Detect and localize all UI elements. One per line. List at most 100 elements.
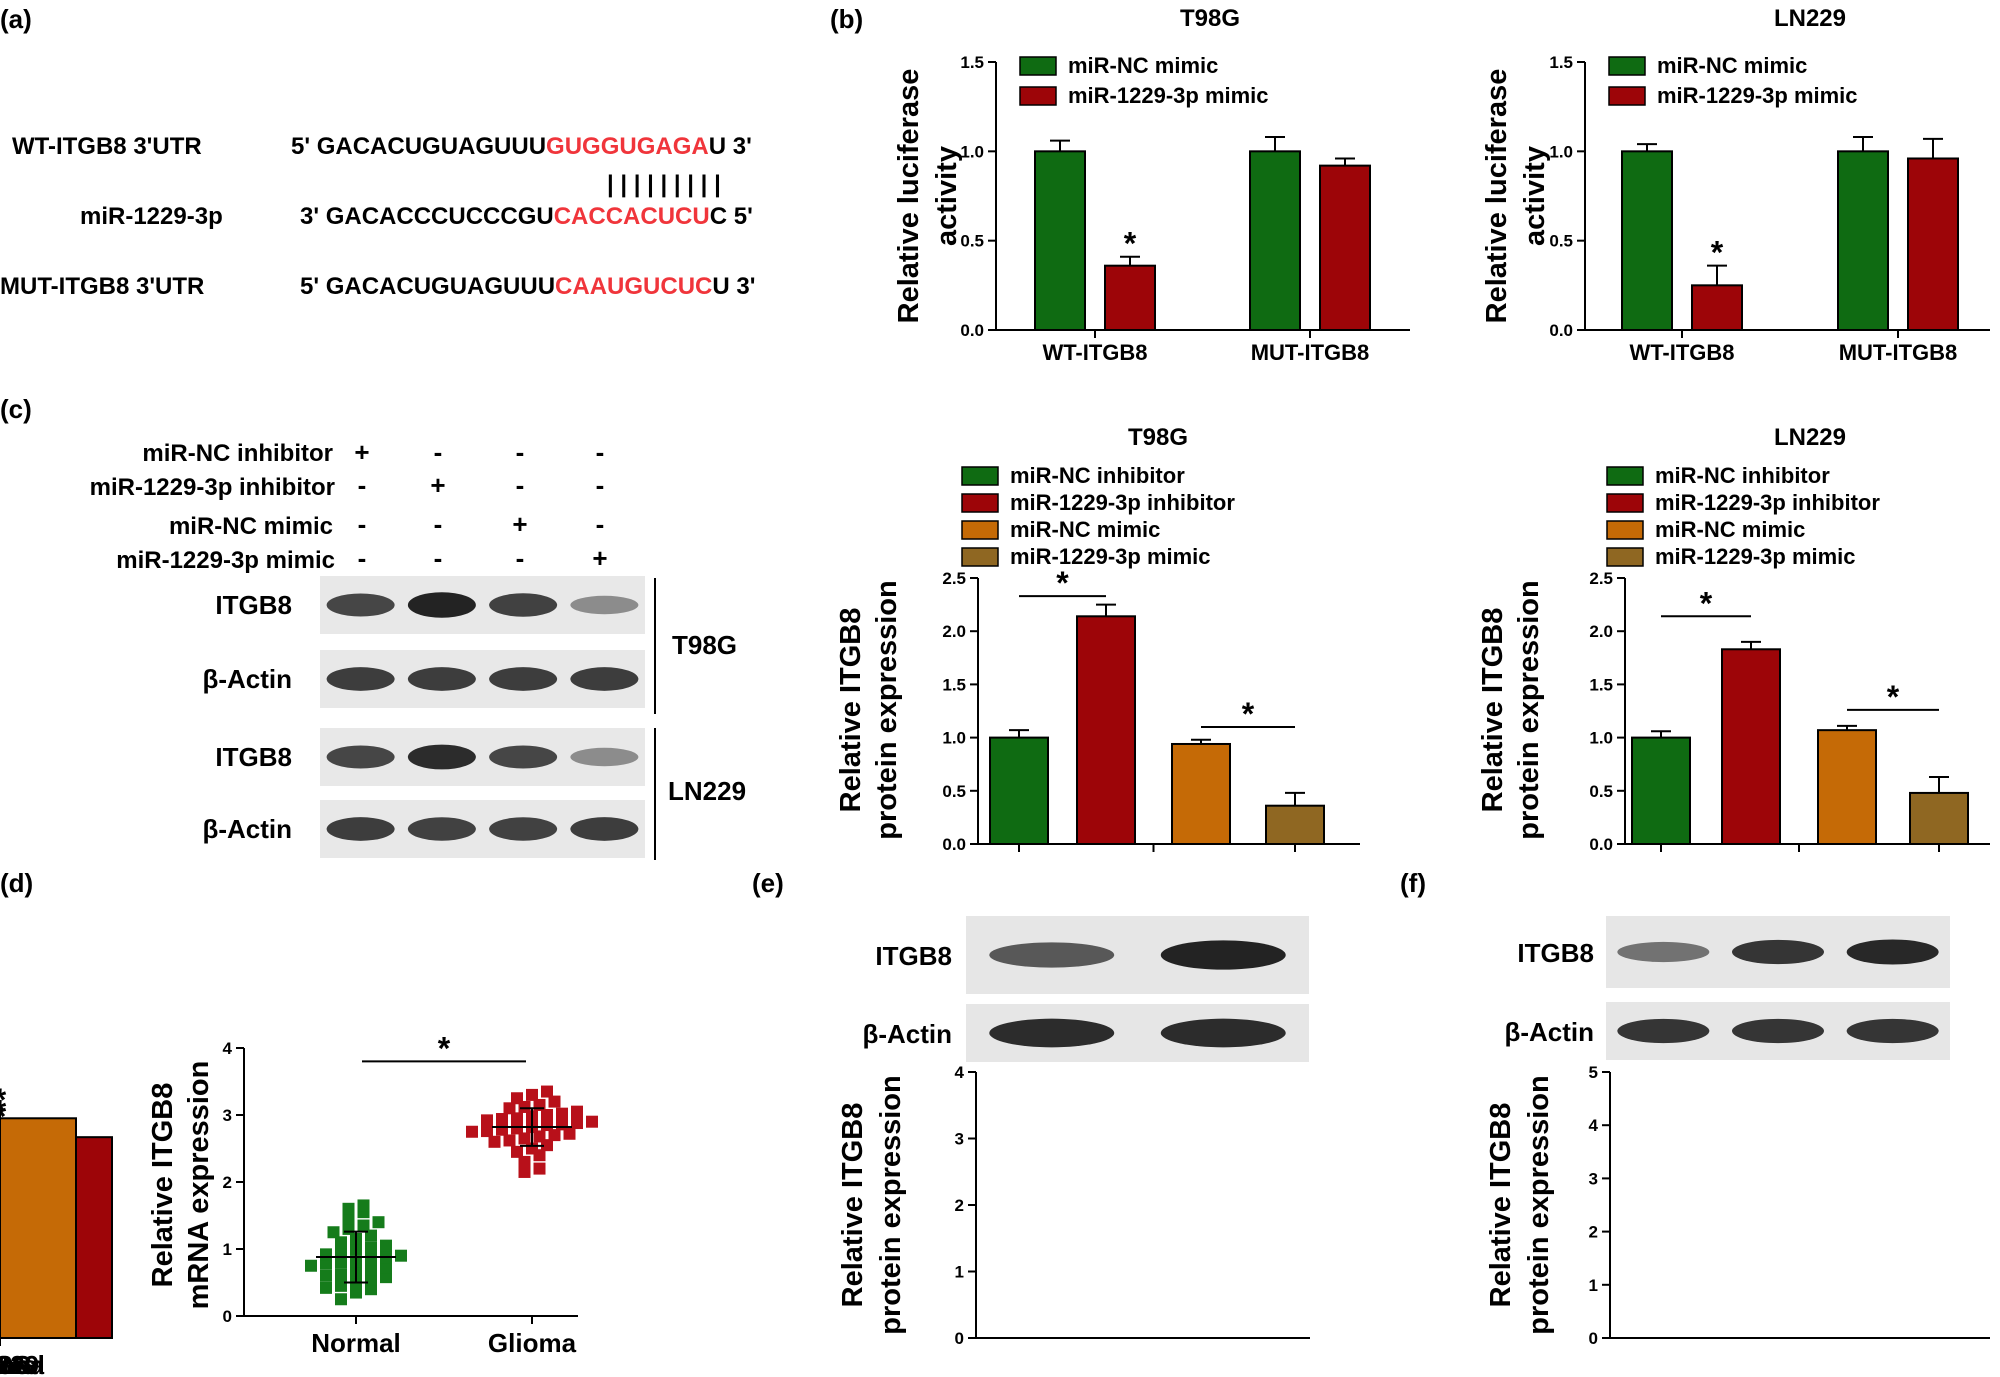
- legend-label: miR-NC mimic: [1657, 53, 1807, 78]
- data-point: [335, 1268, 347, 1281]
- y-tick-label: 4: [223, 1039, 233, 1058]
- legend-swatch: [961, 520, 999, 540]
- blot-protein-label: ITGB8: [1517, 938, 1594, 968]
- y-tick-label: 5: [1589, 1063, 1598, 1082]
- data-point: [556, 1107, 568, 1120]
- y-tick-label: 1.0: [942, 729, 966, 748]
- data-point: [335, 1236, 347, 1249]
- y-tick-label: 1: [223, 1240, 232, 1259]
- significance-star: *: [1887, 679, 1900, 715]
- data-point: [335, 1256, 347, 1269]
- seq-name-mir: miR-1229-3p: [80, 203, 223, 230]
- y-tick-label: 0: [223, 1307, 232, 1326]
- cell-line-label: LN229: [668, 776, 746, 806]
- bar: [1034, 150, 1086, 331]
- legend-swatch: [1606, 547, 1644, 567]
- data-point: [571, 1105, 583, 1118]
- panel-label-f: (f): [1400, 868, 1426, 898]
- panel-label-d: (d): [0, 868, 33, 898]
- y-tick-label: 4: [1589, 1116, 1599, 1135]
- seq-name-mut: MUT-ITGB8 3'UTR: [0, 273, 204, 300]
- chart-protein-ln229: 0.0 0.5 1.0 1.5 2.0 2.5 LN229 Relative ITGB8 pro…: [1477, 424, 1990, 854]
- panel-label-e: (e): [752, 868, 784, 898]
- x-tick-label: MUT-ITGB8: [1839, 340, 1958, 365]
- blot-band: [489, 817, 558, 841]
- condition-sign: -: [434, 543, 443, 573]
- y-tick-label: 0.0: [1589, 835, 1613, 854]
- data-point: [380, 1239, 392, 1252]
- legend-label: miR-1229-3p mimic: [1010, 544, 1211, 569]
- blot-band: [570, 595, 639, 615]
- blot-band: [326, 745, 395, 769]
- y-tick-label: 2.5: [942, 569, 966, 588]
- x-tick-label: WT-ITGB8: [1042, 340, 1147, 365]
- bar: [1721, 648, 1781, 846]
- blot-band: [1160, 1018, 1286, 1048]
- data-point: [488, 1135, 501, 1148]
- bar: [1631, 736, 1691, 845]
- condition-table: miR-NC inhibitor miR-1229-3p inhibitor m…: [90, 437, 608, 574]
- seq-site-wt: GUGGUGAGA: [546, 133, 709, 160]
- y-tick-label: 3: [223, 1106, 232, 1125]
- data-point: [365, 1253, 377, 1266]
- chart-title: LN229: [1774, 424, 1846, 451]
- bar: [1171, 742, 1231, 846]
- condition-name: miR-NC mimic: [169, 513, 333, 540]
- data-point: [533, 1162, 546, 1175]
- base-pairing-lines: | | | | | | | | |: [607, 171, 721, 198]
- y-tick-label: 2.5: [1589, 569, 1613, 588]
- data-point: [518, 1132, 531, 1145]
- y-tick-label: 2: [1589, 1223, 1598, 1242]
- bar: [1909, 791, 1969, 845]
- bar: [1265, 804, 1325, 845]
- x-tick-label: Normal: [0, 1350, 45, 1377]
- condition-name: miR-1229-3p mimic: [116, 547, 335, 574]
- chart-title: T98G: [1180, 5, 1240, 32]
- y-tick-label: 1.5: [960, 53, 984, 72]
- condition-sign: -: [596, 470, 605, 500]
- y-axis-label: protein expression: [1523, 1075, 1555, 1334]
- blot-band: [570, 817, 639, 841]
- data-point: [481, 1125, 493, 1138]
- legend-swatch: [1606, 520, 1644, 540]
- blot-band: [1160, 940, 1286, 970]
- data-point: [496, 1113, 508, 1126]
- data-point: [320, 1269, 332, 1282]
- bar: [1104, 264, 1156, 331]
- data-point: [511, 1092, 523, 1105]
- blot-protein-label: β-Actin: [202, 814, 292, 844]
- blot-band: [1732, 939, 1824, 965]
- y-tick-label: 0.0: [942, 835, 966, 854]
- blot-band: [489, 667, 558, 691]
- data-point: [305, 1259, 317, 1272]
- y-axis-label: activity: [931, 146, 963, 246]
- blot-band: [326, 593, 395, 617]
- seq-site-mut: CAAUGUCUC: [555, 273, 712, 300]
- data-point: [563, 1127, 576, 1140]
- significance-star: *: [1700, 585, 1713, 621]
- data-point: [571, 1117, 583, 1130]
- chart-title: LN229: [1774, 5, 1846, 32]
- chart-title: T98G: [1128, 424, 1188, 451]
- data-point: [518, 1155, 531, 1168]
- legend-label: miR-1229-3p inhibitor: [1010, 490, 1235, 515]
- y-axis-label: mRNA expression: [183, 1061, 215, 1310]
- data-point: [466, 1125, 478, 1138]
- data-point: [481, 1114, 493, 1127]
- data-point: [342, 1202, 355, 1215]
- legend-label: miR-1229-3p mimic: [1068, 83, 1269, 108]
- sequence-alignment: WT-ITGB8 3'UTR 5' GACACUGUAGUUUGUGGUGAGA…: [0, 133, 755, 300]
- western-blot-c: ITGB8 β-Actin ITGB8 β-Actin T98G LN229: [202, 576, 746, 860]
- y-tick-label: 0: [1589, 1329, 1598, 1348]
- y-tick-label: 1.0: [960, 142, 984, 161]
- data-point: [548, 1129, 561, 1142]
- blot-band: [989, 1018, 1115, 1048]
- condition-name: miR-NC inhibitor: [142, 440, 333, 467]
- legend-swatch: [1019, 56, 1057, 76]
- legend-label: miR-1229-3p mimic: [1657, 83, 1858, 108]
- seq-site-mir: CACCACUCU: [554, 203, 710, 230]
- data-point: [496, 1123, 508, 1136]
- blot-band: [1732, 1018, 1824, 1044]
- data-point: [380, 1271, 392, 1284]
- blot-protein-label: ITGB8: [215, 590, 292, 620]
